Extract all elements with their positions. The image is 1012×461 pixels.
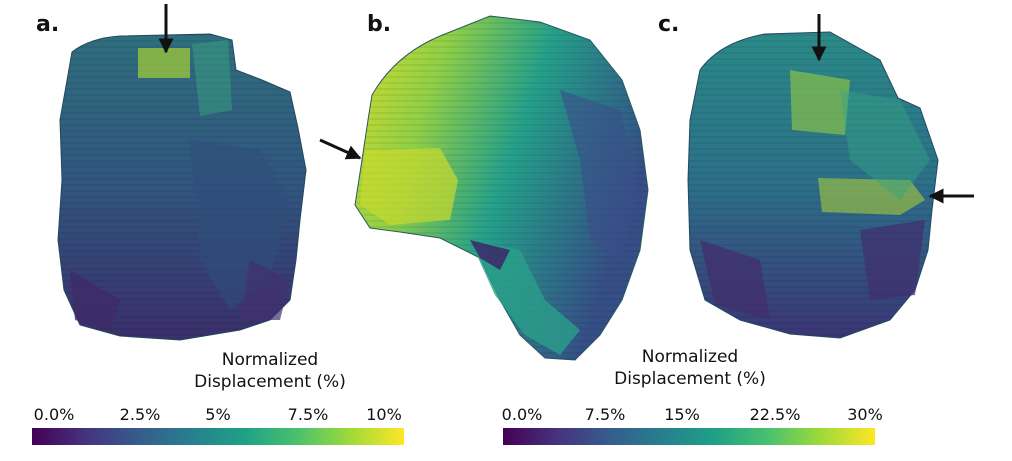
arrow-b [319,138,362,160]
colorbar-2-tick: 7.5% [584,405,626,424]
colorbar-2-tick: 0.0% [501,405,543,424]
colorbar-1-bar [32,428,404,445]
colorbar-1-title-line1: Normalized [221,350,319,370]
panel-label-a: a. [36,12,60,37]
panel-label-b: b. [367,12,392,37]
colorbar-1-tick: 2.5% [119,405,161,424]
colorbar-1-tick: 10% [366,405,402,424]
colorbar-2-bar [503,428,875,445]
colorbar-2-title-line1: Normalized [641,347,739,367]
mesh-c [687,31,939,339]
colorbar-2-title: Normalized Displacement (%) [590,346,790,390]
colorbar-2-tick: 22.5% [749,405,801,424]
mesh-a [57,33,307,341]
colorbar-1-tick: 5% [205,405,231,424]
mesh-b [354,15,649,361]
colorbar-2-title-line2: Displacement (%) [614,369,766,389]
panel-label-c: c. [658,12,680,37]
colorbar-1-tick: 0.0% [33,405,75,424]
colorbar-2-tick: 30% [847,405,883,424]
colorbar-2-tick: 15% [664,405,700,424]
colorbar-1-title: Normalized Displacement (%) [170,349,370,393]
colorbar-1-title-line2: Displacement (%) [194,372,346,392]
colorbar-1-tick: 7.5% [287,405,329,424]
